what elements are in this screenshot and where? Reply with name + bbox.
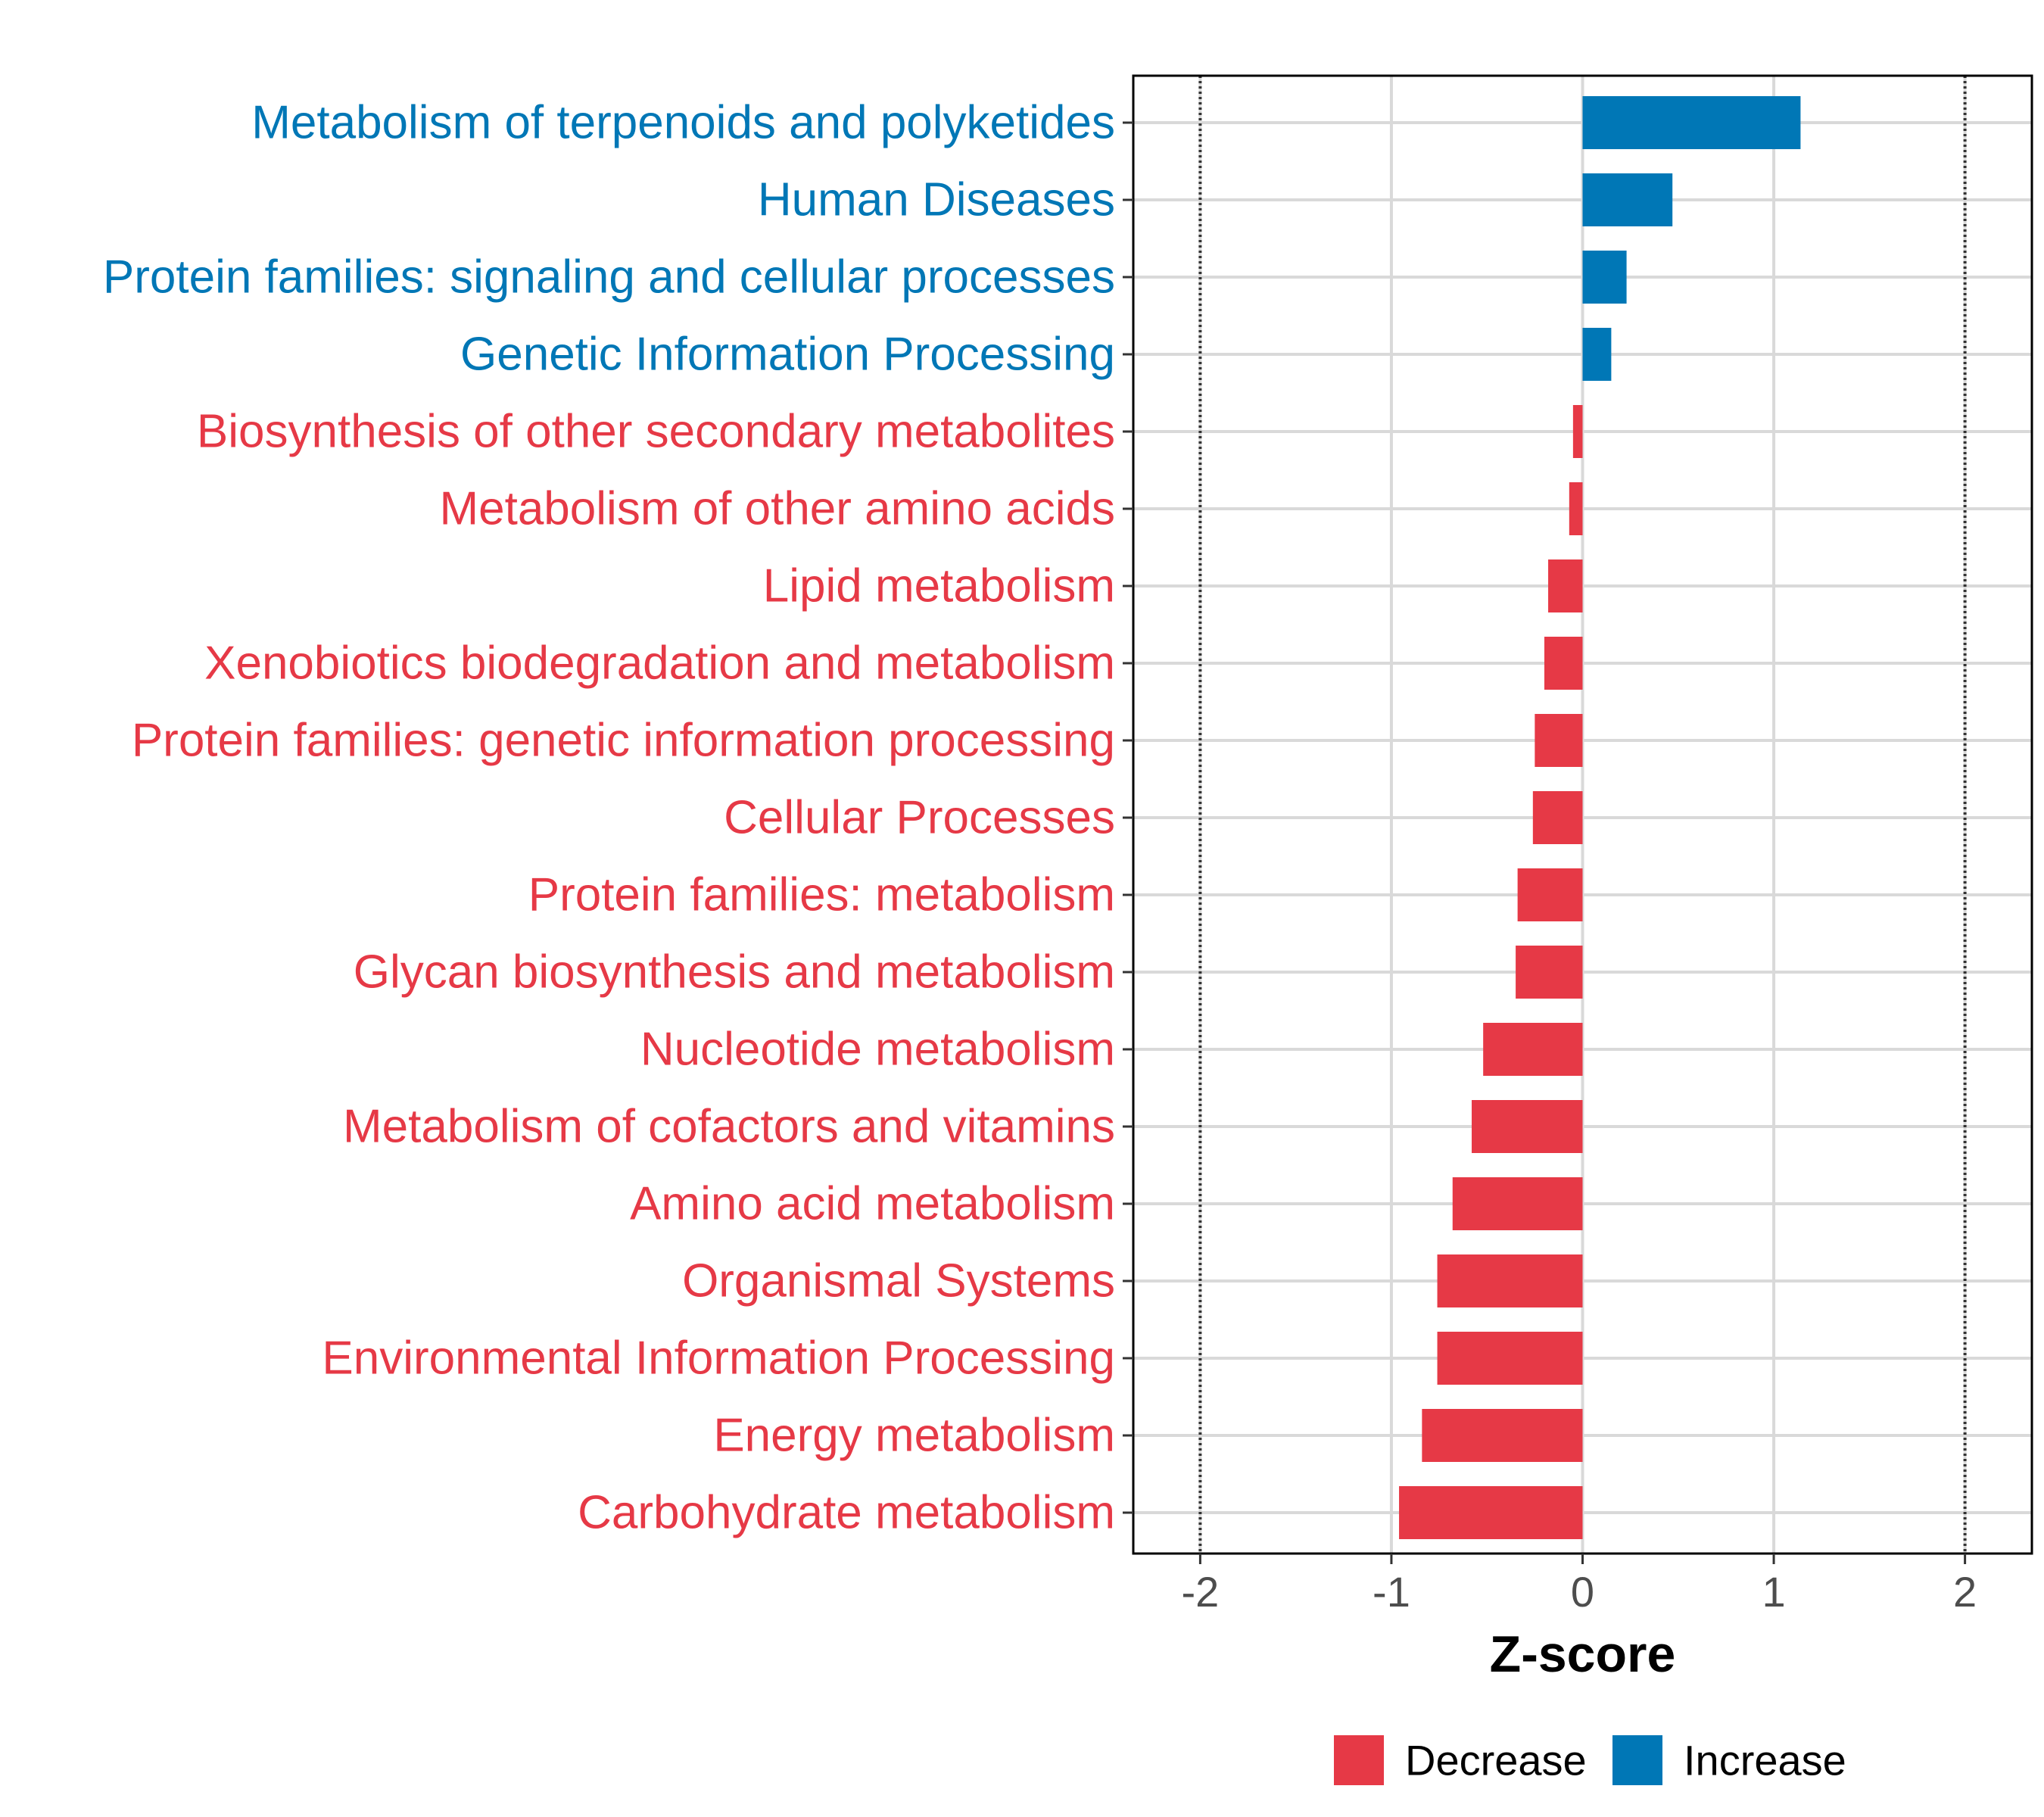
bar: [1472, 1100, 1583, 1153]
legend-label: Increase: [1684, 1737, 1846, 1784]
x-tick-label: 1: [1762, 1568, 1785, 1616]
bar: [1483, 1023, 1583, 1076]
x-tick-label: 2: [1953, 1568, 1977, 1616]
bar: [1422, 1409, 1583, 1462]
category-label: Protein families: signaling and cellular…: [103, 251, 1115, 304]
category-label: Human Diseases: [758, 174, 1115, 226]
category-label: Glycan biosynthesis and metabolism: [354, 946, 1115, 999]
category-label: Genetic Information Processing: [460, 329, 1115, 381]
x-tick-label: -1: [1373, 1568, 1410, 1616]
bar: [1569, 482, 1583, 535]
category-label: Metabolism of other amino acids: [439, 483, 1115, 535]
x-tick-label: -2: [1181, 1568, 1219, 1616]
bar: [1437, 1332, 1583, 1385]
category-label: Carbohydrate metabolism: [578, 1487, 1115, 1539]
legend-key: [1334, 1735, 1384, 1785]
x-tick-label: 0: [1571, 1568, 1594, 1616]
bar: [1582, 328, 1612, 381]
legend-key: [1612, 1735, 1662, 1785]
bar: [1516, 946, 1583, 999]
bar: [1572, 405, 1583, 458]
category-label: Biosynthesis of other secondary metaboli…: [197, 406, 1115, 458]
bars: [1399, 96, 1801, 1539]
bar: [1452, 1177, 1583, 1230]
bar: [1399, 1486, 1583, 1539]
category-label: Environmental Information Processing: [322, 1332, 1115, 1385]
bar: [1582, 96, 1801, 149]
bar: [1548, 559, 1583, 612]
category-label: Energy metabolism: [713, 1410, 1115, 1462]
x-axis-ticks: -2 -1 0 1 2: [1181, 1554, 1977, 1616]
bar: [1544, 637, 1583, 690]
category-label: Metabolism of cofactors and vitamins: [343, 1101, 1115, 1153]
bar: [1517, 868, 1583, 921]
x-axis-title: Z-score: [1490, 1625, 1676, 1683]
legend-label: Decrease: [1405, 1737, 1587, 1784]
legend: Decrease Increase: [1334, 1735, 1846, 1785]
bar: [1532, 791, 1583, 844]
category-labels: Metabolism of terpenoids and polyketides…: [103, 97, 1133, 1539]
category-label: Lipid metabolism: [763, 560, 1115, 612]
category-label: Protein families: genetic information pr…: [132, 715, 1115, 767]
bar: [1582, 251, 1627, 304]
bar: [1582, 173, 1673, 226]
category-label: Xenobiotics biodegradation and metabolis…: [204, 637, 1115, 690]
category-label: Amino acid metabolism: [630, 1178, 1115, 1230]
category-label: Organismal Systems: [682, 1255, 1115, 1307]
bar: [1535, 714, 1583, 767]
category-label: Protein families: metabolism: [528, 869, 1115, 921]
reference-lines: [1198, 76, 1967, 1554]
category-label: Metabolism of terpenoids and polyketides: [251, 97, 1115, 149]
category-label: Cellular Processes: [724, 792, 1115, 844]
category-label: Nucleotide metabolism: [640, 1024, 1115, 1076]
bar: [1437, 1254, 1583, 1307]
